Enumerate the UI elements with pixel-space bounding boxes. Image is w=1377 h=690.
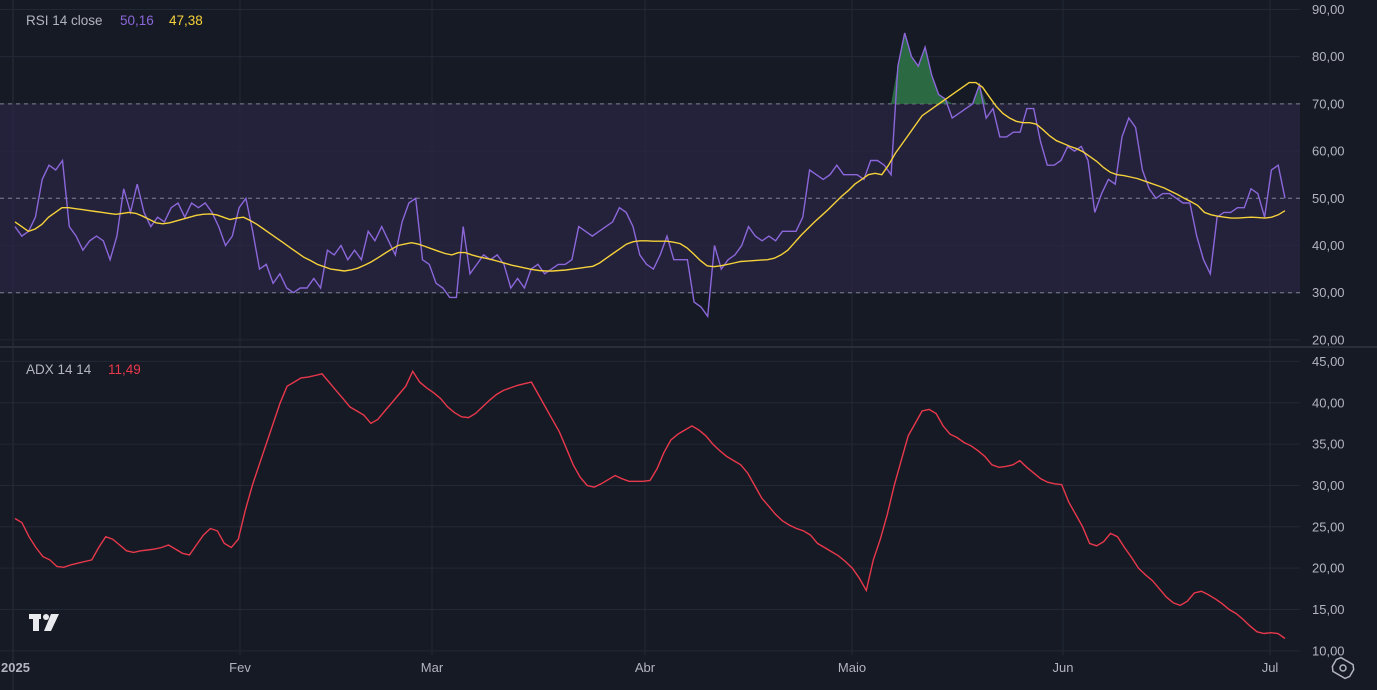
- adx-y-tick-label: 20,00: [1312, 561, 1345, 576]
- adx-pane: 45,00 40,00 35,00 30,00 25,00 20,00 15,00 10,00…: [0, 349, 1345, 658]
- adx-y-tick-label: 40,00: [1312, 395, 1345, 410]
- settings-gear-icon[interactable]: [1330, 656, 1355, 680]
- time-axis-label: Jun: [1053, 660, 1074, 675]
- rsi-legend-title: RSI 14 close: [26, 13, 103, 28]
- rsi-pane: 90,00 80,00 70,00 60,00 50,00 40,00 30,00 20,00…: [0, 0, 1345, 347]
- rsi-overbought-fill: [891, 33, 987, 104]
- adx-y-tick-label: 15,00: [1312, 602, 1345, 617]
- rsi-y-tick-label: 20,00: [1312, 332, 1345, 347]
- rsi-legend-value: 50,16: [120, 13, 154, 28]
- rsi-y-tick-label: 80,00: [1312, 49, 1345, 64]
- adx-y-tick-label: 35,00: [1312, 437, 1345, 452]
- rsi-y-tick-label: 90,00: [1312, 2, 1345, 17]
- time-axis-label: Fev: [229, 660, 251, 675]
- rsi-ma-series-line[interactable]: [14, 81, 1286, 272]
- rsi-legend[interactable]: RSI 14 close 50,16 47,38: [26, 13, 203, 28]
- time-axis-label: Abr: [635, 660, 656, 675]
- time-axis[interactable]: 2025 Fev Mar Abr Maio Jun Jul: [1, 660, 1278, 675]
- adx-y-axis[interactable]: 45,00 40,00 35,00 30,00 25,00 20,00 15,00 10,00: [1312, 354, 1345, 658]
- adx-legend[interactable]: ADX 14 14 11,49: [26, 362, 141, 377]
- time-axis-label: Jul: [1262, 660, 1279, 675]
- rsi-y-tick-label: 50,00: [1312, 191, 1345, 206]
- adx-legend-title: ADX 14 14: [26, 362, 92, 377]
- tradingview-logo-icon[interactable]: [29, 614, 59, 631]
- adx-legend-value: 11,49: [108, 362, 141, 377]
- adx-series-line[interactable]: [14, 369, 1286, 640]
- rsi-y-tick-label: 40,00: [1312, 238, 1345, 253]
- rsi-y-tick-label: 70,00: [1312, 96, 1345, 111]
- adx-y-tick-label: 10,00: [1312, 643, 1345, 658]
- adx-y-tick-label: 25,00: [1312, 519, 1345, 534]
- time-axis-label: 2025: [1, 660, 30, 675]
- time-axis-label: Mar: [421, 660, 444, 675]
- adx-y-tick-label: 45,00: [1312, 354, 1345, 369]
- rsi-series-line[interactable]: [14, 32, 1286, 319]
- time-axis-label: Maio: [838, 660, 866, 675]
- rsi-ma-legend-value: 47,38: [169, 13, 203, 28]
- rsi-y-tick-label: 60,00: [1312, 144, 1345, 159]
- adx-y-tick-label: 30,00: [1312, 478, 1345, 493]
- rsi-y-axis[interactable]: 90,00 80,00 70,00 60,00 50,00 40,00 30,00 20,00: [1312, 2, 1345, 347]
- rsi-y-tick-label: 30,00: [1312, 285, 1345, 300]
